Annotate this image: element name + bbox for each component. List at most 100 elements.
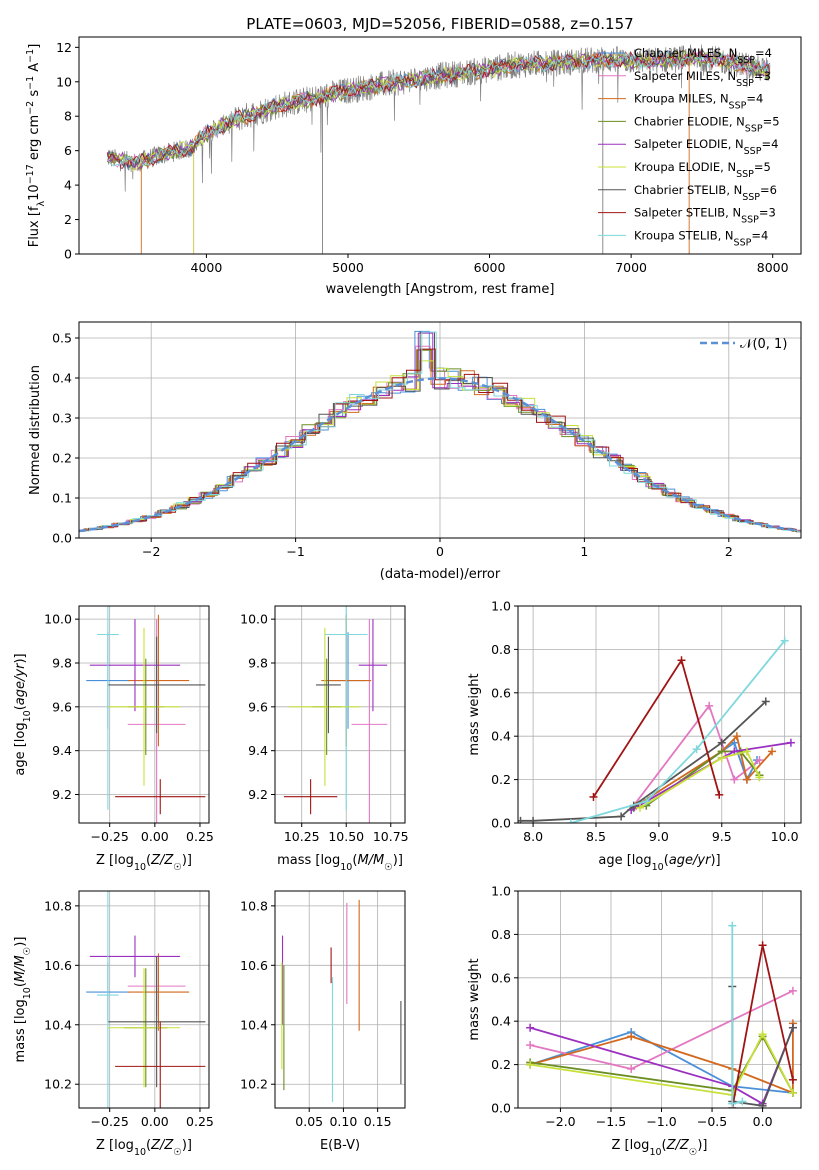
label-part: =3: [754, 69, 771, 83]
y-tick-label: 0.4: [491, 1014, 511, 1029]
label-part: (: [352, 853, 357, 868]
label-part: (: [146, 1138, 151, 1153]
label-part: )]: [393, 853, 403, 868]
x-axis-label: mass [log10(M/M☉)]: [277, 853, 403, 873]
y-tick-label: 9.6: [52, 699, 72, 714]
label-part: 10: [22, 710, 33, 722]
y-tick-label: 0.6: [491, 685, 511, 700]
label-part: age/yr: [669, 853, 712, 868]
y-tick-label: 10.2: [44, 1077, 72, 1092]
label-part: 10: [134, 862, 146, 873]
label-part: 10: [649, 1147, 661, 1158]
panel-residual_hist: −2 −1 0 1 2 0.0 0.1 0.2 0.3 0.4 0.5 𝒩(0, 1) (data-mo…: [28, 321, 802, 582]
x-tick-label: 8.0: [523, 829, 543, 844]
data-spectrum-line: [107, 44, 771, 192]
plot-area: [79, 606, 209, 823]
y-tick-label: 10.6: [44, 958, 72, 973]
x-tick-label: 0.10: [329, 1114, 357, 1129]
x-tick-label: 5000: [332, 260, 364, 275]
label-part: erg cm: [27, 115, 42, 164]
label-part: Z/Z: [666, 1138, 690, 1153]
panel-age_vs_Z: −0.25 0.00 0.259.29.49.69.810.0Z [log10(Z/…: [13, 605, 214, 873]
plot-area: [275, 606, 405, 823]
label-part: A: [27, 63, 42, 76]
x-tick-label: −0.5: [697, 1114, 727, 1129]
axes-frame: [274, 890, 406, 1109]
y-tick-label: 4: [64, 178, 72, 193]
x-tick-label: 8.5: [586, 829, 606, 844]
label-part: Z [log: [96, 853, 134, 868]
label-part: =6: [760, 183, 777, 197]
label-part: (: [13, 982, 28, 987]
y-axis-label: Normed distribution: [28, 365, 43, 495]
label-part: Chabrier MILES, N: [634, 46, 737, 60]
panel-weight_vs_Z: −2.0 −1.5 −1.0 −0.5 0.0 0.0 0.2 0.4 0.6 0.8 1.0 Z […: [467, 884, 802, 1158]
x-tick-label: 10.0: [771, 829, 799, 844]
y-axis-label: age [log10(age/yr)]: [13, 653, 33, 775]
legend-label: Chabrier STELIB, NSSP=6: [634, 183, 777, 203]
label-part: )]: [13, 937, 28, 947]
histogram-line: [79, 330, 801, 532]
model-line: [106, 51, 771, 167]
y-axis-label: mass weight: [467, 673, 482, 755]
label-part: (: [13, 705, 28, 710]
legend-label: Kroupa ELODIE, NSSP=5: [634, 160, 771, 180]
y-tick-label: 0.8: [491, 927, 511, 942]
x-tick-label: 4000: [191, 260, 223, 275]
label-part: SSP: [745, 123, 763, 134]
label-part: ☉: [384, 862, 393, 873]
label-part: =4: [746, 92, 763, 106]
x-tick-label: −1.5: [596, 1114, 626, 1129]
x-axis-label: Z [log10(Z/Z☉)]: [96, 853, 192, 873]
x-axis-label: Z [log10(Z/Z☉)]: [96, 1138, 192, 1158]
y-tick-label: 10: [56, 74, 72, 89]
y-tick-label: 0.3: [52, 411, 72, 426]
label-part: 10: [340, 862, 352, 873]
y-tick-label: 1.0: [491, 884, 511, 899]
histogram-line: [79, 348, 801, 533]
legend-label: Chabrier ELODIE, NSSP=5: [634, 114, 780, 133]
label-part: SSP: [744, 146, 762, 157]
label-part: ☉: [22, 947, 33, 956]
y-tick-label: 1.0: [491, 599, 511, 614]
axes-frame: [78, 605, 210, 824]
y-tick-label: 0.4: [52, 371, 72, 386]
label-part: s: [27, 90, 42, 101]
model-line: [106, 50, 771, 170]
label-part: ☉: [173, 862, 182, 873]
label-part: )]: [697, 1138, 707, 1153]
label-part: )]: [710, 853, 720, 868]
label-part: Z [log: [96, 1138, 134, 1153]
y-tick-label: 0.5: [52, 331, 72, 346]
plot-area: [79, 322, 801, 538]
label-part: 10: [134, 1147, 146, 1158]
label-part: age [log: [13, 722, 28, 775]
histogram-line: [79, 331, 801, 533]
label-part: ☉: [173, 1147, 182, 1158]
x-tick-label: 8000: [757, 260, 789, 275]
axes-frame: [274, 605, 406, 824]
series-line: [570, 640, 786, 823]
label-part: )]: [13, 653, 28, 663]
label-part: Flux [f: [27, 206, 42, 247]
legend-label: Kroupa MILES, NSSP=4: [634, 92, 763, 112]
label-part: Z/Z: [150, 1138, 174, 1153]
y-tick-label: 10.2: [240, 1077, 268, 1092]
label-part: (: [146, 853, 151, 868]
label-part: λ: [36, 200, 47, 206]
x-tick-label: 10.75: [373, 829, 409, 844]
normal-curve: [79, 377, 799, 533]
label-part: Z [log: [612, 1138, 650, 1153]
label-part: −17: [25, 164, 36, 184]
y-tick-label: 10.4: [240, 1017, 268, 1032]
series-line: [529, 1031, 793, 1094]
axes-frame: [78, 36, 802, 255]
label-part: Chabrier STELIB, N: [634, 183, 742, 197]
label-part: 10: [27, 184, 42, 201]
y-tick-label: 2: [64, 212, 72, 227]
label-part: Kroupa STELIB, N: [634, 228, 734, 242]
label-part: =5: [754, 160, 771, 174]
panel-age_vs_mass: 10.25 10.50 10.75 9.2 9.4 9.6 9.8 10.0 mass [log…: [240, 605, 409, 873]
y-tick-label: 0.0: [491, 1101, 511, 1116]
label-part: )]: [182, 1138, 192, 1153]
